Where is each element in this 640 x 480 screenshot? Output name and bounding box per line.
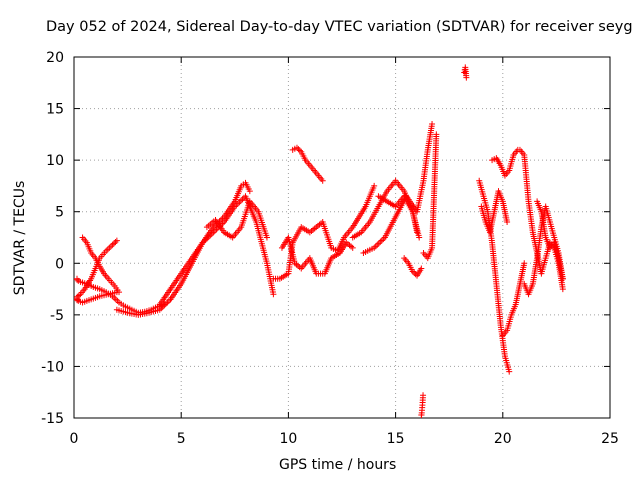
data-point bbox=[74, 297, 80, 304]
series-afternoon bbox=[349, 177, 421, 241]
data-point bbox=[378, 237, 385, 244]
series-isolated-high bbox=[461, 64, 470, 81]
y-tick-label: 0 bbox=[55, 256, 64, 272]
series-morning-band bbox=[156, 193, 277, 308]
data-point bbox=[113, 237, 120, 244]
plot-frame bbox=[73, 56, 611, 419]
data-point bbox=[293, 144, 300, 151]
data-point bbox=[371, 182, 378, 189]
y-tick-label: 20 bbox=[46, 50, 64, 66]
series-evening-3 bbox=[489, 146, 521, 179]
x-tick-label: 20 bbox=[494, 431, 512, 447]
data-point bbox=[433, 131, 440, 138]
data-point bbox=[111, 240, 118, 247]
data-point bbox=[420, 392, 427, 399]
y-tick-label: 15 bbox=[46, 102, 64, 118]
series-mid-peak bbox=[289, 144, 326, 184]
x-tick-label: 0 bbox=[70, 431, 79, 447]
series-morning-rise bbox=[113, 179, 253, 318]
series-late-spike bbox=[420, 131, 440, 262]
data-point bbox=[263, 234, 270, 241]
series-night-2 bbox=[521, 203, 566, 298]
data-point bbox=[521, 260, 528, 267]
data-point bbox=[559, 275, 566, 282]
series-early-v bbox=[74, 237, 120, 303]
data-point bbox=[463, 74, 470, 81]
data-point bbox=[295, 146, 302, 153]
series-afternoon-2 bbox=[360, 121, 436, 256]
y-tick-label: 5 bbox=[55, 205, 64, 221]
x-tick-label: 15 bbox=[387, 431, 405, 447]
data-point bbox=[296, 147, 303, 154]
data-point bbox=[375, 240, 382, 247]
data-point bbox=[506, 368, 513, 375]
data-point bbox=[559, 286, 566, 293]
x-axis-label: GPS time / hours bbox=[279, 457, 397, 473]
series-late-dip bbox=[401, 255, 425, 279]
series-morning-wave bbox=[203, 198, 270, 241]
data-point bbox=[109, 241, 116, 248]
chart-title: Day 052 of 2024, Sidereal Day-to-day VTE… bbox=[46, 19, 633, 35]
series-evening-2 bbox=[478, 188, 511, 236]
y-axis-label: SDTVAR / TECUs bbox=[12, 180, 28, 296]
data-point bbox=[239, 196, 246, 203]
data-point bbox=[416, 234, 423, 241]
x-tick-label: 10 bbox=[279, 431, 297, 447]
data-point bbox=[112, 238, 119, 245]
series-late-low bbox=[418, 392, 427, 418]
series-night-3 bbox=[534, 198, 566, 282]
data-point bbox=[411, 269, 418, 276]
data-point bbox=[504, 219, 511, 226]
y-tick-label: -5 bbox=[50, 308, 64, 324]
data-point bbox=[113, 289, 120, 296]
data-point bbox=[246, 188, 253, 195]
series-mid-fall bbox=[278, 234, 356, 277]
tick-labels: 0 5 10 15 20 25 -15 -10 -5 0 5 10 15 20 bbox=[41, 50, 619, 447]
data-point bbox=[374, 241, 381, 248]
series-afternoon-3 bbox=[375, 193, 423, 241]
series-evening-4 bbox=[499, 260, 528, 339]
data-point bbox=[418, 265, 425, 272]
data-point bbox=[349, 244, 356, 251]
data-point bbox=[270, 291, 277, 298]
y-tick-label: -15 bbox=[41, 411, 64, 427]
data-point bbox=[165, 297, 172, 304]
series-early-low bbox=[74, 289, 120, 306]
data-series bbox=[74, 64, 566, 418]
data-point bbox=[409, 268, 416, 275]
y-tick-label: -10 bbox=[41, 359, 64, 375]
data-point bbox=[319, 177, 326, 184]
data-point bbox=[74, 276, 80, 283]
data-point bbox=[236, 199, 243, 206]
series-mid-rise bbox=[270, 182, 378, 282]
x-tick-label: 25 bbox=[601, 431, 619, 447]
data-point bbox=[377, 238, 384, 245]
tick-marks bbox=[73, 56, 611, 419]
y-tick-label: 10 bbox=[46, 153, 64, 169]
data-point bbox=[237, 197, 244, 204]
x-tick-label: 5 bbox=[177, 431, 186, 447]
data-point bbox=[429, 121, 436, 128]
